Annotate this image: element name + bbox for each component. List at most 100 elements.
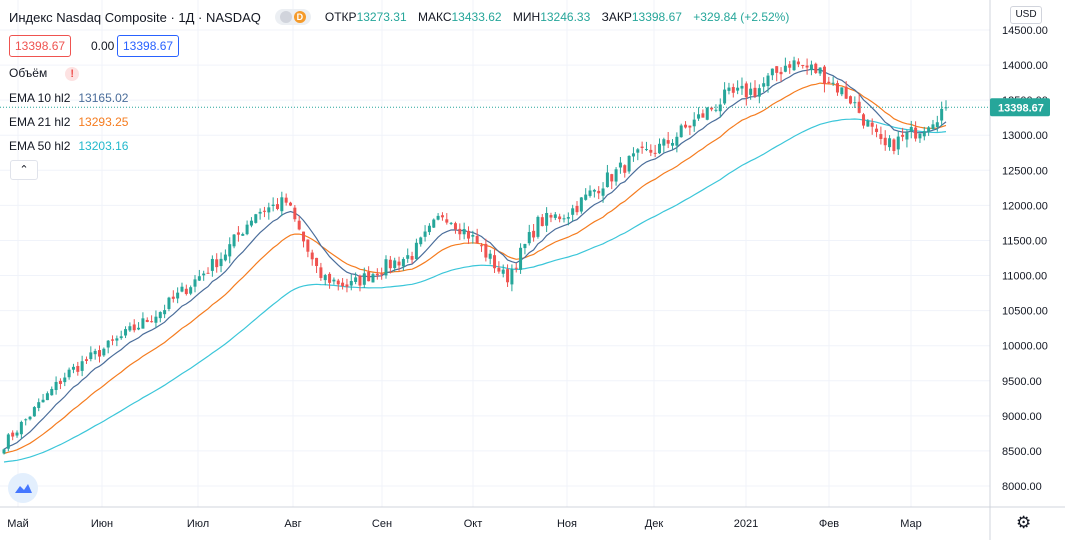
candle-body (37, 402, 41, 408)
candle-body (549, 215, 553, 218)
candle-body (475, 236, 479, 244)
ema21-legend[interactable]: EMA 21 hl2 13293.25 (9, 115, 129, 129)
candle-body (111, 339, 115, 341)
warning-icon[interactable]: ! (65, 67, 80, 81)
candle-body (76, 365, 80, 372)
candle-body (406, 255, 410, 259)
candle-body (653, 152, 657, 154)
last-price-tag (990, 98, 1050, 117)
chart-grid (0, 0, 990, 507)
candle-body (623, 165, 627, 173)
candle-body (484, 243, 488, 258)
candle-body (171, 296, 175, 299)
candle-body (206, 272, 210, 274)
candle-body (54, 381, 58, 391)
candle-body (848, 96, 852, 104)
ema50-legend[interactable]: EMA 50 hl2 13203.16 (9, 139, 129, 153)
collapse-legend-button[interactable]: ⌃ (10, 160, 38, 180)
currency-button[interactable]: USD (1010, 6, 1042, 24)
candle-body (89, 352, 93, 360)
candle-body (271, 204, 275, 206)
candle-body (875, 128, 879, 133)
candle-body (879, 134, 883, 139)
candle-body (336, 280, 340, 285)
candle-body (853, 102, 857, 104)
ema10-legend[interactable]: EMA 10 hl2 13165.02 (9, 91, 129, 105)
candle-body (896, 136, 900, 150)
candle-body (423, 231, 427, 237)
candle-body (931, 124, 935, 130)
candle-body (480, 245, 484, 247)
candle-body (58, 380, 62, 384)
candle-body (128, 326, 132, 331)
candle-body (688, 125, 692, 128)
gear-icon[interactable]: ⚙ (1016, 513, 1032, 532)
candle-body (254, 214, 258, 223)
candle-body (410, 256, 414, 260)
ema21-path (3, 82, 947, 455)
time-tick-label: Май (7, 518, 29, 530)
candle-body (601, 188, 605, 196)
candle-body (210, 258, 214, 271)
candle-body (11, 432, 15, 437)
candle-body (67, 369, 71, 378)
candle-body (488, 253, 492, 259)
time-tick-label: Июл (187, 518, 209, 530)
candle-body (757, 88, 761, 97)
price-tick-label: 10000.00 (1002, 341, 1048, 353)
ema10-path (3, 68, 947, 450)
candle-body (497, 267, 501, 272)
candle-body (310, 252, 314, 260)
candle-body (180, 286, 184, 292)
candle-body (510, 269, 514, 285)
time-axis[interactable]: Май Июн Июл Авг Сен Окт Ноя Дек 2021 Фев Мар (0, 506, 1065, 530)
ema10-line (3, 68, 947, 450)
candle-body (380, 273, 384, 275)
status-pill[interactable]: D (274, 9, 311, 25)
candle-body (649, 149, 653, 153)
candle-body (636, 149, 640, 153)
volume-legend[interactable]: Объём! (9, 66, 80, 81)
candle-body (935, 122, 939, 128)
candle-body (393, 260, 397, 269)
candle-body (788, 64, 792, 68)
candle-body (918, 133, 922, 139)
candle-body (371, 274, 375, 283)
ema50-line (3, 118, 947, 463)
candle-body (471, 235, 475, 237)
candle-body (71, 366, 75, 370)
candle-body (779, 71, 783, 75)
candle-body (844, 86, 848, 99)
buy-price-box[interactable]: 13398.67 (117, 35, 180, 57)
candle-body (154, 316, 158, 323)
logo-icon[interactable] (8, 473, 38, 503)
candle-body (775, 66, 779, 73)
candle-body (501, 269, 505, 274)
candle-body (176, 292, 180, 299)
candle-body (618, 162, 622, 168)
candle-body (705, 107, 709, 120)
candle-body (319, 267, 323, 278)
candle-body (749, 88, 753, 95)
candle-body (514, 267, 518, 269)
candle-body (262, 210, 266, 212)
candle-body (818, 67, 822, 74)
price-tick-label: 11000.00 (1002, 271, 1047, 283)
candle-body (15, 432, 19, 436)
candle-body (275, 204, 279, 209)
candle-body (901, 134, 905, 137)
candle-body (141, 318, 145, 329)
time-tick-label: 2021 (734, 518, 758, 530)
candle-body (662, 139, 666, 146)
status-dot-icon (279, 11, 292, 23)
candle-body (588, 190, 592, 196)
candle-body (723, 89, 727, 104)
candle-body (527, 232, 531, 244)
sell-price-box[interactable]: 13398.67 (9, 35, 72, 57)
candle-body (158, 312, 162, 319)
chart-header: Индекс Nasdaq Composite · 1Д · NASDAQ D … (9, 9, 797, 25)
candle-body (115, 338, 119, 341)
symbol-title[interactable]: Индекс Nasdaq Composite · 1Д · NASDAQ (9, 9, 261, 25)
